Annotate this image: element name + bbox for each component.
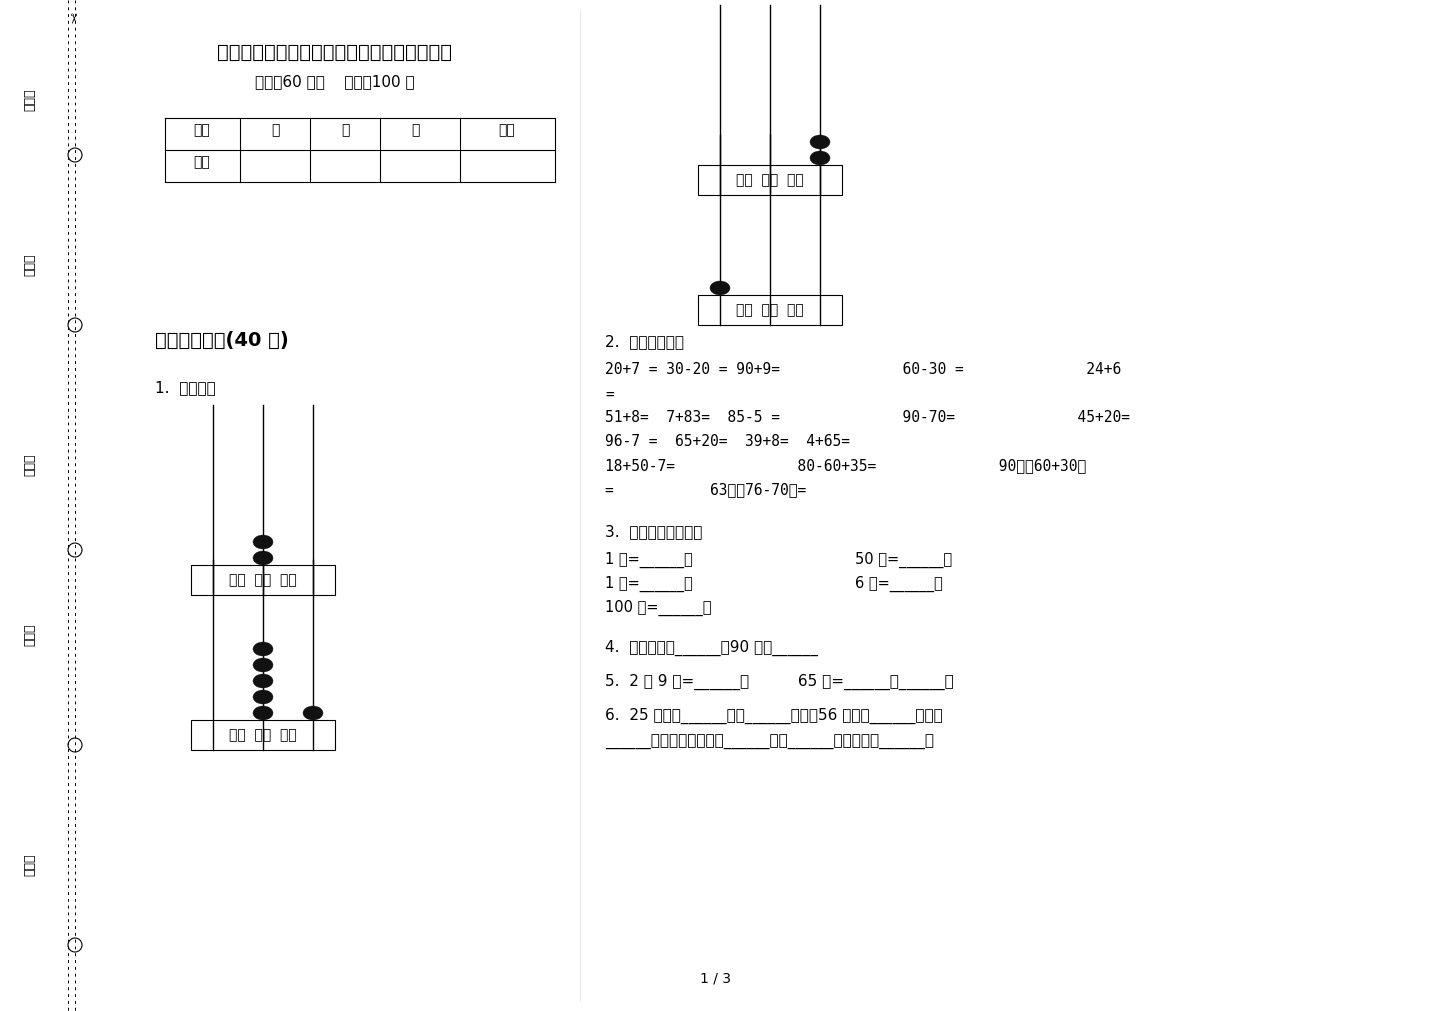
Text: 96-7 =  65+20=  39+8=  4+65=: 96-7 = 65+20= 39+8= 4+65= (605, 435, 850, 450)
Bar (191, 720, 335, 750)
Text: 18+50-7=              80-60+35=              90－（60+30）: 18+50-7= 80-60+35= 90－（60+30） (605, 459, 1086, 473)
Ellipse shape (254, 535, 274, 549)
Text: 6 元=______角: 6 元=______角 (856, 576, 943, 592)
Text: 时间：60 分钟    满分：100 分: 时间：60 分钟 满分：100 分 (255, 75, 414, 90)
Ellipse shape (254, 551, 274, 565)
Text: 6.  25 里面有______个十______个一，56 里面有______个十和: 6. 25 里面有______个十______个一，56 里面有______个十… (605, 708, 943, 724)
Text: 班级：: 班级： (23, 624, 36, 646)
Text: 4.  七十六写作______，90 读作______: 4. 七十六写作______，90 读作______ (605, 640, 818, 656)
Ellipse shape (254, 690, 274, 704)
Text: 2.  直接写出得数: 2. 直接写出得数 (605, 335, 684, 350)
Ellipse shape (254, 674, 274, 688)
Text: 1 元=______角: 1 元=______角 (605, 552, 692, 568)
Text: 1 / 3: 1 / 3 (701, 971, 731, 985)
Text: =: = (605, 386, 613, 401)
Text: 一、基础练习(40 分): 一、基础练习(40 分) (155, 331, 289, 350)
Bar (698, 295, 843, 325)
Text: 考场：: 考场： (23, 254, 36, 276)
Text: 姓名：: 姓名： (23, 454, 36, 476)
Ellipse shape (810, 151, 830, 165)
Text: 一: 一 (271, 123, 279, 137)
Text: ______个一，相减后差有______个十______个一，即是______。: ______个一，相减后差有______个十______个一，即是______。 (605, 734, 934, 749)
Bar (698, 165, 843, 195)
Ellipse shape (302, 706, 322, 720)
Text: 百位  十位  个位: 百位 十位 个位 (229, 573, 297, 587)
Ellipse shape (709, 281, 729, 295)
Ellipse shape (254, 658, 274, 672)
Ellipse shape (254, 706, 274, 720)
Text: =           63－（76-70）=: = 63－（76-70）= (605, 482, 807, 497)
Text: 学校：: 学校： (23, 853, 36, 877)
Ellipse shape (254, 642, 274, 656)
Text: 得分: 得分 (193, 155, 211, 169)
Text: 总分: 总分 (499, 123, 516, 137)
Text: 5.  2 元 9 角=______角          65 角=______元______角: 5. 2 元 9 角=______角 65 角=______元______角 (605, 674, 954, 691)
Text: 1.  看图写数: 1. 看图写数 (155, 380, 216, 395)
Text: 1 角=______分: 1 角=______分 (605, 576, 692, 592)
Text: 二: 二 (341, 123, 350, 137)
Text: 20+7 = 30-20 = 90+9=              60-30 =              24+6: 20+7 = 30-20 = 90+9= 60-30 = 24+6 (605, 363, 1121, 377)
Bar (191, 565, 335, 595)
Text: 考号：: 考号： (23, 89, 36, 111)
Text: 三: 三 (411, 123, 420, 137)
Text: 百位  十位  个位: 百位 十位 个位 (737, 303, 804, 317)
Text: 题号: 题号 (193, 123, 211, 137)
Text: 百位  十位  个位: 百位 十位 个位 (229, 728, 297, 742)
Text: 100 分=______元: 100 分=______元 (605, 600, 712, 616)
Text: 51+8=  7+83=  85-5 =              90-70=              45+20=: 51+8= 7+83= 85-5 = 90-70= 45+20= (605, 410, 1131, 426)
Ellipse shape (810, 135, 830, 149)
Text: 3.  想一想，填一填。: 3. 想一想，填一填。 (605, 525, 702, 540)
Text: ✂: ✂ (64, 12, 77, 24)
Text: 百位  十位  个位: 百位 十位 个位 (737, 173, 804, 187)
Text: 试题精选强化训练一年级下学期数学期末试卷: 试题精选强化训练一年级下学期数学期末试卷 (218, 42, 453, 62)
Text: 50 角=______元: 50 角=______元 (856, 552, 952, 568)
